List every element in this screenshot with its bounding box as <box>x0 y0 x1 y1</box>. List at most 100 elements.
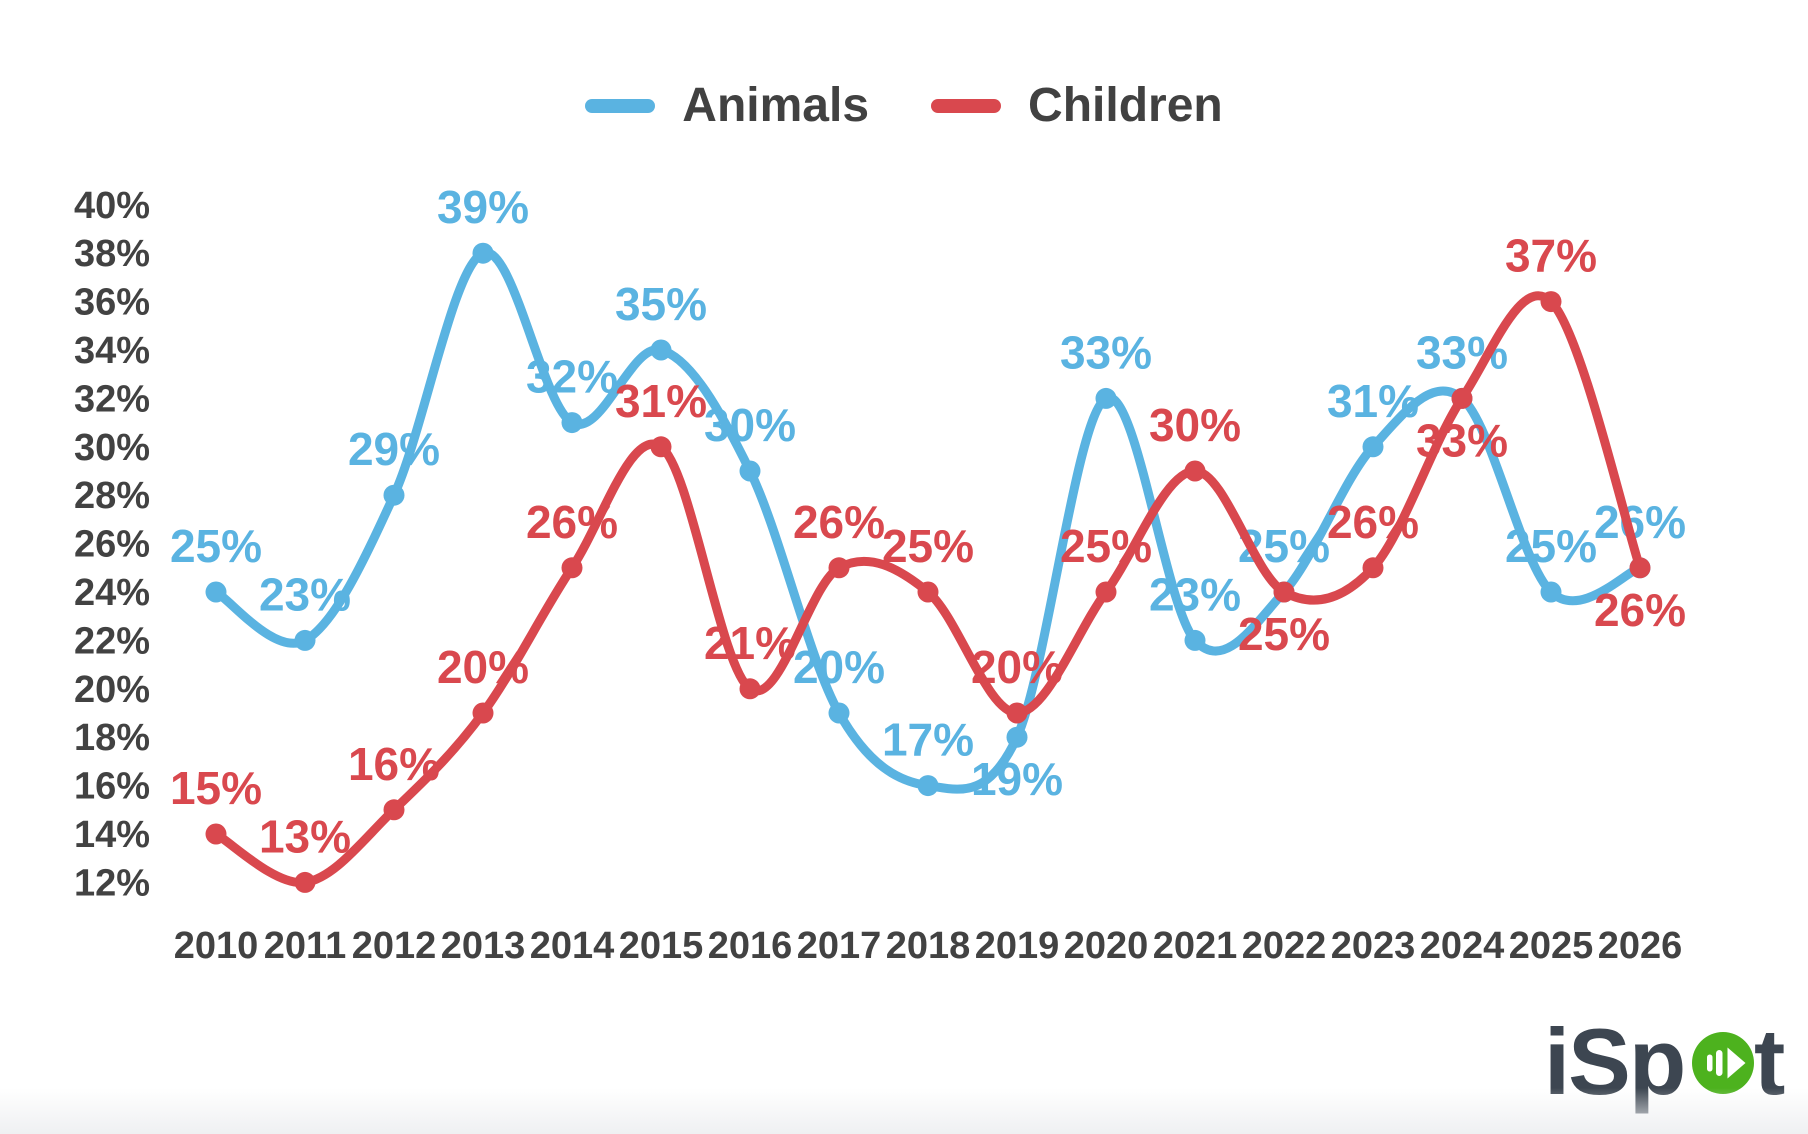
data-label-animals-2026: 26% <box>1594 496 1686 548</box>
y-tick-label: 22% <box>74 620 150 662</box>
data-point-children-2026[interactable] <box>1629 557 1651 579</box>
legend-label-animals: Animals <box>682 79 870 132</box>
data-point-animals-2023[interactable] <box>1362 436 1384 458</box>
x-tick-label: 2016 <box>708 925 793 967</box>
x-tick-label: 2014 <box>530 925 615 967</box>
data-label-children-2025: 37% <box>1505 230 1597 282</box>
data-label-animals-2021: 23% <box>1149 568 1241 620</box>
data-label-children-2019: 20% <box>971 641 1063 693</box>
series-children: 15%13%16%20%26%31%21%26%25%20%25%30%25%2… <box>170 230 1686 893</box>
data-label-children-2013: 20% <box>437 641 529 693</box>
data-label-animals-2015: 35% <box>615 278 707 330</box>
data-label-animals-2011: 23% <box>259 568 351 620</box>
data-label-children-2015: 31% <box>615 375 707 427</box>
x-tick-label: 2019 <box>975 925 1060 967</box>
logo-text-t: t <box>1754 1009 1785 1114</box>
data-point-children-2024[interactable] <box>1451 387 1473 409</box>
data-label-children-2022: 25% <box>1238 608 1330 660</box>
x-tick-label: 2018 <box>886 925 971 967</box>
x-tick-label: 2011 <box>264 925 346 967</box>
x-tick-label: 2020 <box>1064 925 1149 967</box>
data-point-animals-2014[interactable] <box>561 412 583 434</box>
legend-item-animals[interactable]: Animals <box>585 82 869 130</box>
data-point-animals-2025[interactable] <box>1540 581 1562 603</box>
y-tick-label: 20% <box>74 669 150 711</box>
y-tick-label: 26% <box>74 524 150 566</box>
data-point-children-2010[interactable] <box>205 823 227 845</box>
x-tick-label: 2026 <box>1598 925 1683 967</box>
data-point-children-2021[interactable] <box>1184 460 1206 482</box>
x-axis-labels: 2010 2011 2012 2013 2014 2015 2016 2017 2018 2019… <box>174 925 1683 967</box>
data-label-children-2021: 30% <box>1149 399 1241 451</box>
data-point-animals-2019[interactable] <box>1006 726 1028 748</box>
play-circle-icon <box>1692 1032 1754 1094</box>
data-point-children-2022[interactable] <box>1273 581 1295 603</box>
ispot-logo-graphic: iSp t <box>1544 1009 1787 1114</box>
y-tick-label: 16% <box>74 766 150 808</box>
y-tick-label: 18% <box>74 717 150 759</box>
legend-swatch-children-icon <box>931 99 1002 113</box>
x-tick-label: 2013 <box>441 925 526 967</box>
data-label-children-2016: 21% <box>704 617 796 669</box>
x-tick-label: 2021 <box>1153 925 1238 967</box>
data-label-animals-2020: 33% <box>1060 326 1152 378</box>
x-tick-label: 2022 <box>1242 925 1327 967</box>
y-tick-label: 12% <box>74 862 150 904</box>
data-point-children-2018[interactable] <box>917 581 939 603</box>
legend-item-children[interactable]: Children <box>931 82 1223 130</box>
y-tick-label: 36% <box>74 282 150 324</box>
data-label-animals-2013: 39% <box>437 181 529 233</box>
data-point-children-2011[interactable] <box>294 871 316 893</box>
y-tick-label: 34% <box>74 330 150 372</box>
data-label-animals-2023: 31% <box>1327 375 1419 427</box>
data-label-animals-2016: 30% <box>704 399 796 451</box>
data-point-children-2016[interactable] <box>739 678 761 700</box>
data-label-animals-2019: 19% <box>971 753 1063 805</box>
data-point-animals-2017[interactable] <box>828 702 850 724</box>
data-point-children-2013[interactable] <box>472 702 494 724</box>
data-point-children-2012[interactable] <box>383 799 405 821</box>
data-point-children-2017[interactable] <box>828 557 850 579</box>
y-tick-label: 30% <box>74 427 150 469</box>
data-label-children-2012: 16% <box>348 738 440 790</box>
data-label-children-2017: 26% <box>793 496 885 548</box>
y-tick-label: 32% <box>74 378 150 420</box>
y-tick-label: 28% <box>74 475 150 517</box>
x-tick-label: 2023 <box>1331 925 1416 967</box>
logo-text-isp: iSp <box>1544 1009 1684 1114</box>
data-point-animals-2016[interactable] <box>739 460 761 482</box>
y-tick-label: 40% <box>74 185 150 227</box>
data-point-children-2019[interactable] <box>1006 702 1028 724</box>
data-point-children-2020[interactable] <box>1095 581 1117 603</box>
data-point-children-2014[interactable] <box>561 557 583 579</box>
data-label-animals-2012: 29% <box>348 423 440 475</box>
data-point-children-2023[interactable] <box>1362 557 1384 579</box>
data-point-children-2025[interactable] <box>1540 291 1562 313</box>
y-tick-label: 14% <box>74 814 150 856</box>
data-label-children-2018: 25% <box>882 520 974 572</box>
data-label-animals-2017: 20% <box>793 641 885 693</box>
data-label-children-2011: 13% <box>259 810 351 862</box>
legend-swatch-animals-icon <box>585 99 656 113</box>
data-point-animals-2010[interactable] <box>205 581 227 603</box>
x-tick-label: 2025 <box>1509 925 1594 967</box>
data-point-animals-2012[interactable] <box>383 484 405 506</box>
y-tick-label: 38% <box>74 233 150 275</box>
data-point-animals-2018[interactable] <box>917 775 939 797</box>
data-point-animals-2020[interactable] <box>1095 387 1117 409</box>
x-tick-label: 2010 <box>174 925 259 967</box>
data-point-animals-2011[interactable] <box>294 629 316 651</box>
data-label-animals-2025: 25% <box>1505 520 1597 572</box>
data-label-children-2010: 15% <box>170 762 262 814</box>
data-point-animals-2021[interactable] <box>1184 629 1206 651</box>
data-label-animals-2014: 32% <box>526 351 618 403</box>
data-label-children-2026: 26% <box>1594 584 1686 636</box>
data-point-children-2015[interactable] <box>650 436 672 458</box>
x-tick-label: 2024 <box>1420 925 1505 967</box>
data-point-animals-2015[interactable] <box>650 339 672 361</box>
data-label-animals-2024: 33% <box>1416 326 1508 378</box>
data-point-animals-2013[interactable] <box>472 242 494 264</box>
data-label-children-2023: 26% <box>1327 496 1419 548</box>
data-label-children-2024: 33% <box>1416 414 1508 466</box>
